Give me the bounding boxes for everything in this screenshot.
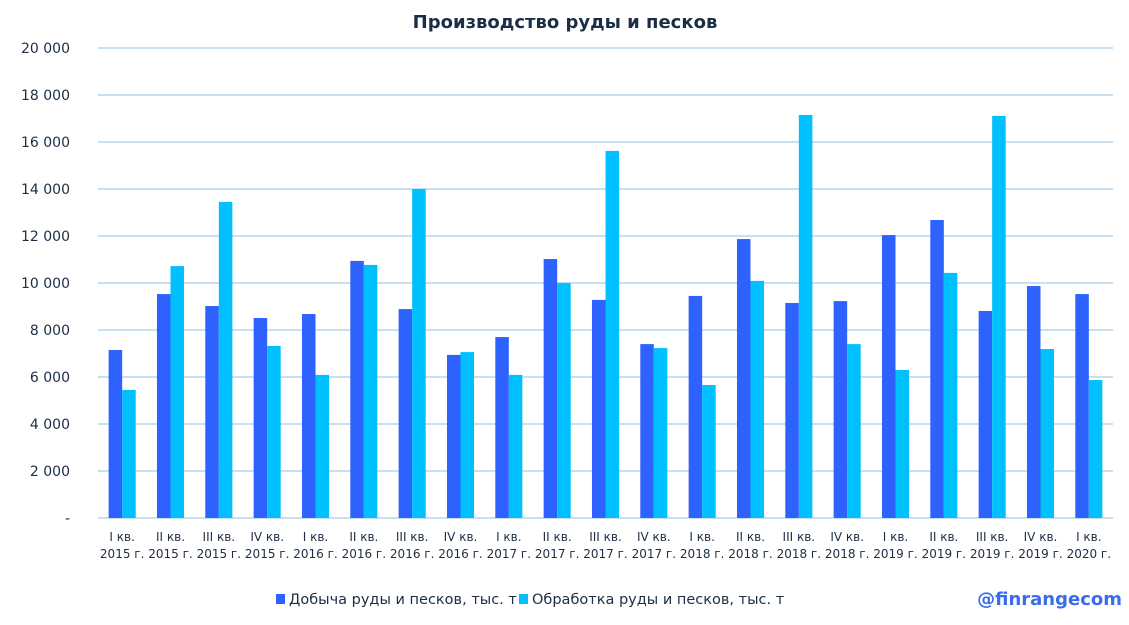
x-tick-label: III кв. 2019 г. (970, 530, 1014, 561)
x-tick-label: IV кв. 2018 г. (825, 530, 869, 561)
y-tick-label: 16 000 (21, 135, 70, 151)
bar-mining (156, 294, 171, 518)
chart-title: Производство руды и песков (413, 12, 718, 33)
x-tick-label: III кв. 2016 г. (390, 530, 434, 561)
bar-mining (736, 239, 751, 518)
bar-mining (108, 349, 123, 518)
watermark: @finrangecom (977, 589, 1122, 610)
bar-processing (267, 345, 281, 518)
x-tick-label: IV кв. 2015 г. (245, 530, 289, 561)
x-tick-label: II кв. 2019 г. (922, 530, 966, 561)
x-tick-label: II кв. 2017 г. (535, 530, 579, 561)
bar-processing (798, 114, 813, 518)
y-tick-label: 2 000 (30, 464, 70, 480)
y-tick-label: 20 000 (21, 41, 70, 57)
bar-mining (495, 337, 509, 518)
bar-mining (591, 299, 606, 518)
bar-processing (218, 201, 233, 519)
x-tick-label: I кв. 2015 г. (100, 530, 144, 561)
x-tick-label: III кв. 2017 г. (583, 530, 627, 561)
bar-mining (1075, 294, 1089, 518)
x-tick-label: III кв. 2015 г. (197, 530, 241, 561)
bar-mining (833, 301, 848, 518)
x-tick-label: IV кв. 2016 г. (438, 530, 482, 561)
bars (108, 114, 1103, 519)
bar-processing (315, 374, 330, 518)
bar-processing (363, 264, 378, 518)
bar-mining (785, 302, 799, 518)
bar-mining (446, 354, 461, 518)
bar-processing (508, 374, 523, 518)
bar-mining (205, 306, 219, 518)
bar-processing (653, 348, 668, 518)
y-tick-label: - (65, 511, 70, 527)
x-tick-label: IV кв. 2017 г. (632, 530, 676, 561)
legend: Добыча руды и песков, тыс. т Обработка р… (276, 592, 785, 608)
y-tick-label: 8 000 (30, 323, 70, 339)
bar-processing (1040, 349, 1055, 518)
x-tick-label: IV кв. 2019 г. (1018, 530, 1062, 561)
bar-mining (640, 344, 654, 518)
x-tick-label: II кв. 2018 г. (728, 530, 772, 561)
y-tick-label: 18 000 (21, 88, 70, 104)
bar-processing (412, 189, 426, 518)
y-tick-label: 6 000 (30, 370, 70, 386)
bar-processing (605, 150, 620, 518)
bar-mining (688, 295, 703, 518)
bar-processing (557, 283, 571, 518)
bar-processing (460, 352, 475, 518)
bar-processing (122, 389, 136, 518)
bar-processing (750, 280, 765, 518)
x-tick-label: I кв. 2019 г. (873, 530, 917, 561)
y-tick-label: 14 000 (21, 182, 70, 198)
x-axis-tick-labels: I кв. 2015 г.II кв. 2015 г.III кв. 2015 г.I… (100, 530, 1111, 561)
bar-mining (253, 318, 268, 518)
bar-processing (1088, 380, 1103, 518)
bar-mining (301, 314, 316, 518)
bar-processing (847, 344, 861, 518)
bar-mining (1026, 286, 1041, 518)
bar-mining (978, 310, 993, 518)
x-tick-label: II кв. 2015 г. (148, 530, 192, 561)
legend-swatch-processing (519, 594, 528, 604)
x-tick-label: III кв. 2018 г. (777, 530, 821, 561)
legend-swatch-mining (276, 594, 285, 604)
bar-processing (992, 115, 1006, 518)
bar-mining (930, 220, 944, 518)
y-axis-tick-labels: - 2 000 4 000 6 000 8 000 10 000 12 000 14 000 1… (21, 41, 70, 527)
x-tick-label: II кв. 2016 г. (342, 530, 386, 561)
bar-mining (881, 235, 896, 518)
bar-mining (543, 259, 558, 518)
bar-mining (398, 309, 413, 518)
x-tick-label: I кв. 2018 г. (680, 530, 724, 561)
legend-label-mining: Добыча руды и песков, тыс. т (289, 592, 517, 608)
legend-label-processing: Обработка руды и песков, тыс. т (532, 592, 785, 608)
bar-processing (895, 369, 910, 518)
bar-processing (170, 266, 185, 518)
bar-processing (702, 384, 716, 518)
x-tick-label: I кв. 2017 г. (487, 530, 531, 561)
y-tick-label: 12 000 (21, 229, 70, 245)
x-tick-label: I кв. 2020 г. (1067, 530, 1111, 561)
y-tick-label: 10 000 (21, 276, 70, 292)
y-tick-label: 4 000 (30, 417, 70, 433)
bar-mining (350, 260, 364, 518)
bar-processing (943, 272, 958, 518)
x-tick-label: I кв. 2016 г. (293, 530, 337, 561)
